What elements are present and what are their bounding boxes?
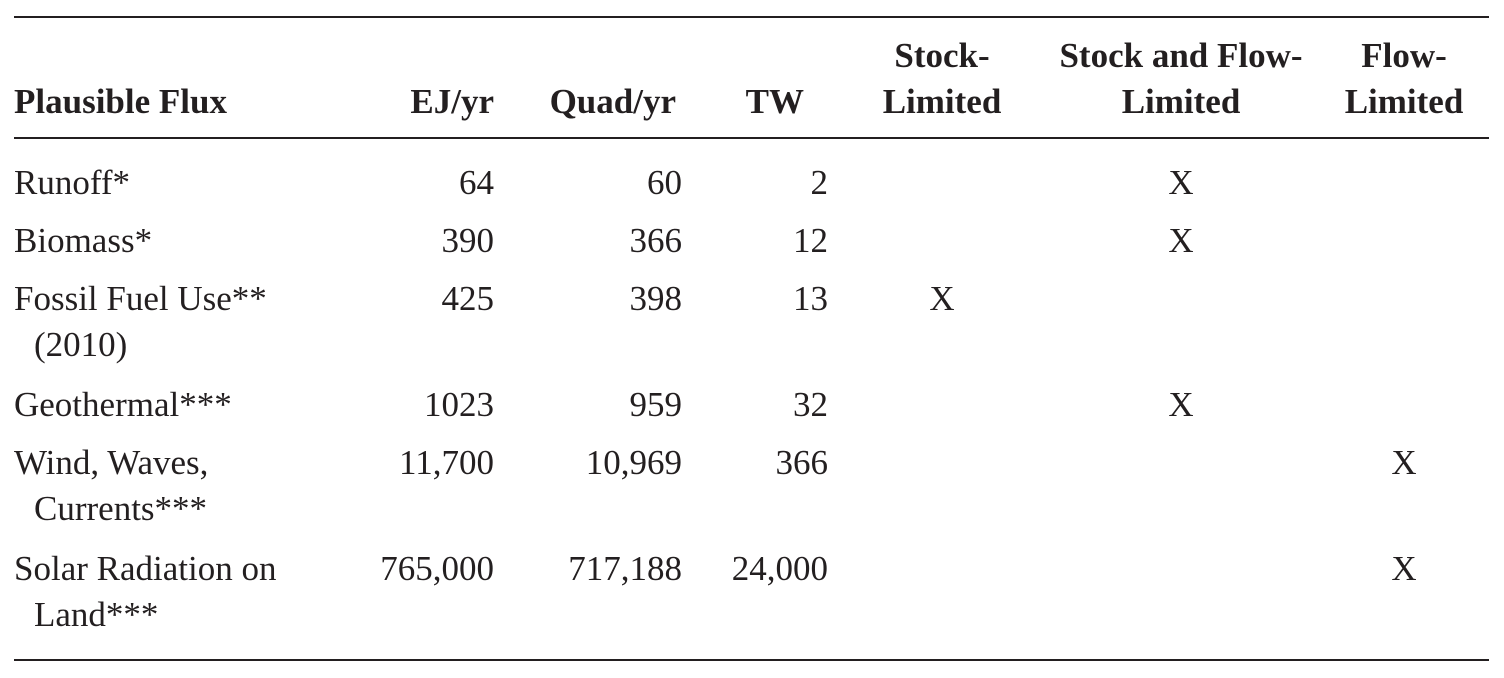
cell-quad: 366 (629, 221, 683, 260)
table-row-fossil-fuel-flux: Fossil Fuel Use** (2010) (14, 276, 267, 368)
header-flow-limited-line-1: Flow- (1361, 36, 1447, 75)
header-stock-limited-line-2: Limited (882, 82, 1002, 121)
cell-tw: 13 (793, 279, 828, 318)
cell-tw: 2 (810, 163, 829, 202)
table-row-geothermal-flux: Geothermal*** (14, 382, 232, 428)
header-stock-limited-line-1: Stock- (894, 36, 990, 75)
table-row-wind-waves-flux: Wind, Waves, Currents*** (14, 440, 208, 532)
table-row-runoff-flux: Runoff* (14, 160, 130, 206)
cell-stock-and-flow-limited: X (1168, 163, 1194, 202)
header-plausible-flux-text: Plausible Flux (14, 82, 227, 121)
table-bottom-rule (14, 659, 1489, 661)
cell-flux-text: Solar Radiation on (14, 549, 277, 588)
cell-quad: 717,188 (568, 549, 682, 588)
cell-quad: 60 (647, 163, 682, 202)
cell-flux-text-continued: Currents*** (34, 489, 208, 528)
header-quad-per-yr-text: Quad/yr (549, 82, 676, 121)
cell-flux-text: Geothermal*** (14, 385, 232, 424)
header-quad-per-yr: Quad/yr (514, 79, 676, 125)
cell-flux-text: Biomass* (14, 221, 153, 260)
cell-ej: 390 (441, 221, 495, 260)
header-flow-limited: Flow- Limited (1332, 33, 1476, 125)
cell-tw: 366 (775, 443, 829, 482)
cell-tw: 32 (793, 385, 828, 424)
cell-stock-and-flow-limited: X (1168, 385, 1194, 424)
header-ej-per-yr: EJ/yr (364, 79, 494, 125)
cell-flow-limited: X (1391, 549, 1417, 588)
energy-flux-table: Plausible Flux EJ/yr Quad/yr TW Stock- L… (14, 16, 1489, 661)
cell-ej: 1023 (424, 385, 494, 424)
cell-tw: 12 (793, 221, 828, 260)
cell-tw: 24,000 (731, 549, 828, 588)
cell-ej: 11,700 (399, 443, 494, 482)
header-stock-and-flow-limited-line-1: Stock and Flow- (1059, 36, 1303, 75)
table-top-rule (14, 16, 1489, 18)
cell-quad: 10,969 (585, 443, 682, 482)
cell-flux-text: Wind, Waves, (14, 443, 209, 482)
cell-ej: 765,000 (380, 549, 494, 588)
header-stock-and-flow-limited-line-2: Limited (1121, 82, 1241, 121)
cell-flux-text-continued: Land*** (34, 595, 159, 634)
cell-flux-text-continued: (2010) (34, 325, 128, 364)
cell-flux-text: Fossil Fuel Use** (14, 279, 267, 318)
cell-flow-limited: X (1391, 443, 1417, 482)
header-stock-limited: Stock- Limited (864, 33, 1020, 125)
header-tw-text: TW (745, 82, 804, 121)
table-row-biomass-flux: Biomass* (14, 218, 152, 264)
cell-stock-limited: X (929, 279, 955, 318)
cell-ej: 64 (459, 163, 494, 202)
cell-quad: 398 (629, 279, 683, 318)
cell-quad: 959 (629, 385, 683, 424)
cell-ej: 425 (441, 279, 495, 318)
cell-stock-and-flow-limited: X (1168, 221, 1194, 260)
cell-flux-text: Runoff* (14, 163, 131, 202)
header-tw: TW (704, 79, 804, 125)
table-header-rule (14, 137, 1489, 139)
header-stock-and-flow-limited: Stock and Flow- Limited (1036, 33, 1326, 125)
header-flow-limited-line-2: Limited (1344, 82, 1464, 121)
header-plausible-flux: Plausible Flux (14, 79, 227, 125)
header-ej-per-yr-text: EJ/yr (410, 82, 494, 121)
table-row-solar-radiation-flux: Solar Radiation on Land*** (14, 546, 276, 638)
